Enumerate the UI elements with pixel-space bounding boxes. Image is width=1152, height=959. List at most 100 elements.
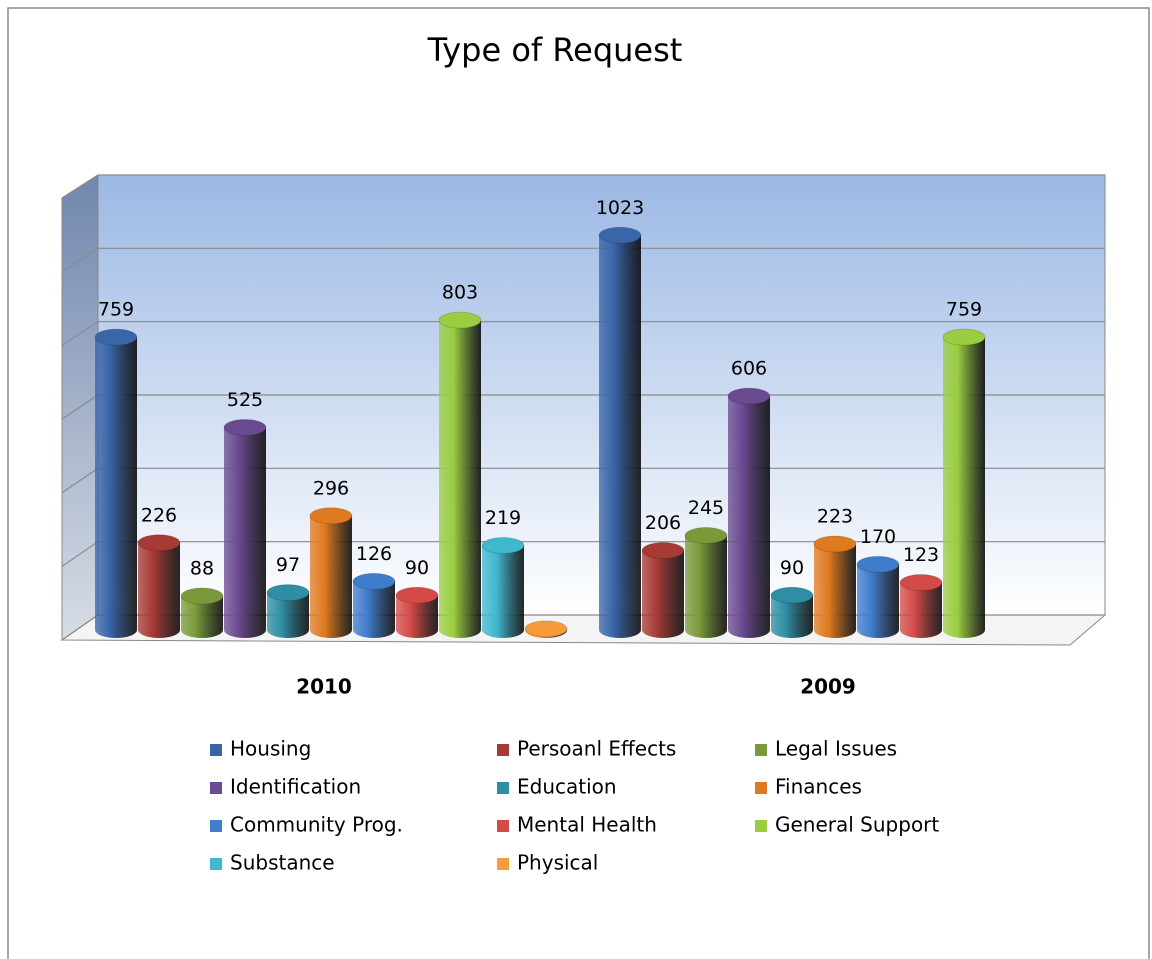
bar-body — [353, 581, 395, 638]
legend-label: Physical — [517, 851, 598, 875]
x-tick-label: 2010 — [296, 675, 352, 699]
value-label: 803 — [442, 282, 478, 304]
page-border — [7, 7, 1150, 959]
value-label: 170 — [860, 526, 896, 548]
bar — [727, 387, 771, 638]
legend-swatch — [497, 744, 509, 756]
value-label: 123 — [903, 544, 939, 566]
bar — [438, 311, 482, 638]
bar-body — [482, 545, 524, 638]
bar-top — [641, 542, 685, 560]
legend-swatch — [755, 820, 767, 832]
bar-body — [224, 427, 266, 638]
legend-label: Substance — [230, 851, 335, 875]
value-label: 245 — [688, 497, 724, 519]
bar — [223, 418, 267, 638]
value-label: 97 — [276, 554, 300, 576]
legend-label: Mental Health — [517, 813, 657, 837]
value-label: 759 — [946, 299, 982, 321]
bar — [395, 586, 439, 638]
legend-swatch — [755, 744, 767, 756]
bar-body — [685, 535, 727, 638]
legend-label: General Support — [775, 813, 939, 837]
bar-body — [900, 582, 942, 638]
bar — [481, 537, 525, 638]
legend-label: Housing — [230, 737, 311, 761]
bar-body — [95, 337, 137, 638]
bar-top — [180, 587, 224, 605]
grid-line — [61, 174, 1105, 199]
value-label: 226 — [141, 504, 177, 526]
bar-top — [770, 586, 814, 604]
legend-swatch — [210, 744, 222, 756]
legend-swatch — [755, 782, 767, 794]
x-tick-label: 2009 — [800, 675, 856, 699]
value-label: 759 — [98, 299, 134, 321]
bar-top — [223, 418, 267, 436]
bar-body — [396, 595, 438, 638]
bar-body — [310, 515, 352, 638]
bar — [524, 620, 568, 638]
bar-top — [524, 620, 568, 638]
legend-swatch — [497, 782, 509, 794]
bar-top — [598, 226, 642, 244]
bar-top — [395, 586, 439, 604]
bar-body — [771, 595, 813, 638]
legend-label: Persoanl Effects — [517, 737, 676, 761]
value-label: 88 — [190, 558, 214, 580]
bar — [770, 586, 814, 638]
bar-top — [727, 387, 771, 405]
value-label: 219 — [485, 507, 521, 529]
value-label: 223 — [817, 505, 853, 527]
bar — [684, 526, 728, 638]
bar-top — [352, 572, 396, 590]
value-label: 1023 — [596, 197, 644, 219]
legend-swatch — [210, 782, 222, 794]
legend-swatch — [210, 820, 222, 832]
bar — [266, 584, 310, 638]
value-label: 90 — [405, 557, 429, 579]
value-label: 525 — [227, 389, 263, 411]
bar-body — [857, 564, 899, 638]
value-label: 90 — [780, 557, 804, 579]
grid-line — [61, 247, 1105, 273]
bar — [180, 587, 224, 638]
legend-swatch — [497, 820, 509, 832]
bar-body — [267, 592, 309, 638]
bar — [899, 574, 943, 638]
bar-top — [309, 507, 353, 525]
chart-title: Type of Request — [427, 31, 683, 69]
bar-top — [899, 574, 943, 592]
bar-top — [137, 534, 181, 552]
bar-body — [814, 543, 856, 638]
bar-top — [94, 328, 138, 346]
bar-body — [439, 320, 481, 638]
bar-top — [481, 537, 525, 555]
bar — [352, 572, 396, 638]
bar-body — [642, 550, 684, 638]
value-label: 296 — [313, 477, 349, 499]
bar-body — [181, 596, 223, 638]
bar-top — [438, 311, 482, 329]
bar-top — [942, 328, 986, 346]
legend-label: Finances — [775, 775, 862, 799]
bar-top — [856, 555, 900, 573]
legend-swatch — [497, 858, 509, 870]
legend-swatch — [210, 858, 222, 870]
bar-body — [943, 337, 985, 638]
legend-label: Community Prog. — [230, 813, 403, 837]
bar — [94, 328, 138, 638]
grid-line — [61, 321, 1105, 346]
bar-body — [728, 396, 770, 638]
bar — [813, 535, 857, 638]
bar-top — [813, 535, 857, 553]
bar — [942, 328, 986, 638]
value-label: 606 — [731, 358, 767, 380]
bar — [598, 226, 642, 639]
value-label: 126 — [356, 543, 392, 565]
bar-top — [266, 584, 310, 602]
legend-label: Identification — [230, 775, 361, 799]
bar — [641, 542, 685, 638]
bar — [309, 507, 353, 638]
